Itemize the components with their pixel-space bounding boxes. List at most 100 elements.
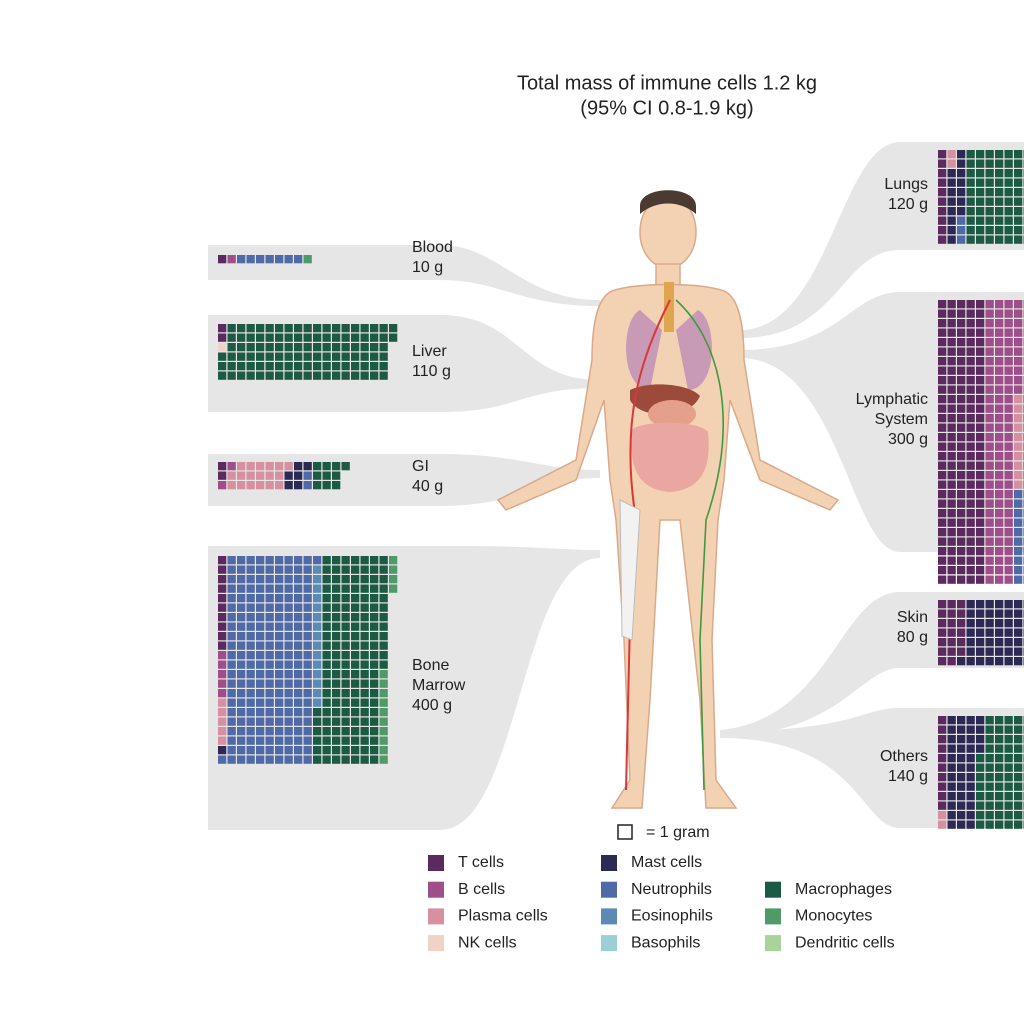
waffle-cell (322, 471, 331, 480)
waffle-cell (370, 362, 379, 371)
waffle-cell (237, 613, 246, 622)
waffle-cell (985, 657, 994, 666)
waffle-cell (237, 651, 246, 660)
waffle-cell (294, 613, 303, 622)
waffle-cell (1014, 338, 1023, 347)
waffle-cell (1004, 461, 1013, 470)
waffle-cell (379, 333, 388, 342)
waffle-cell (938, 566, 947, 575)
waffle-cell (370, 603, 379, 612)
waffle-cell (284, 641, 293, 650)
waffle-cell (976, 197, 985, 206)
waffle-cell (985, 537, 994, 546)
waffle-cell (341, 727, 350, 736)
waffle-cell (370, 755, 379, 764)
waffle-cell (957, 735, 966, 744)
waffle-cell (322, 371, 331, 380)
waffle-cell (1004, 480, 1013, 489)
waffle-cell (284, 717, 293, 726)
waffle-cell (985, 744, 994, 753)
waffle-cell (294, 324, 303, 333)
waffle-cell (938, 575, 947, 584)
legend-label: Neutrophils (631, 881, 712, 898)
waffle-cell (218, 603, 227, 612)
waffle-cell (332, 755, 341, 764)
waffle-cell (947, 609, 956, 618)
waffle-cell (265, 471, 274, 480)
waffle-cell (275, 471, 284, 480)
waffle-cell (1004, 150, 1013, 159)
waffle-cell (1004, 638, 1013, 647)
waffle-cell (246, 632, 255, 641)
waffle-cell (294, 746, 303, 755)
waffle-cell (1004, 159, 1013, 168)
waffle-cell (303, 575, 312, 584)
waffle-cell (218, 736, 227, 745)
waffle-cell (275, 727, 284, 736)
waffle-cell (938, 423, 947, 432)
waffle-cell (265, 651, 274, 660)
waffle-cell (332, 603, 341, 612)
waffle-cell (995, 169, 1004, 178)
waffle-cell (237, 717, 246, 726)
waffle-cell (294, 603, 303, 612)
waffle-cell (332, 660, 341, 669)
waffle-cell (957, 235, 966, 244)
waffle-cell (389, 575, 398, 584)
waffle-cell (976, 414, 985, 423)
waffle-cell (322, 556, 331, 565)
waffle-cell (379, 371, 388, 380)
waffle-cell (389, 556, 398, 565)
waffle-cell (341, 660, 350, 669)
waffle-cell (218, 613, 227, 622)
waffle-cell (938, 619, 947, 628)
waffle-cell (938, 600, 947, 609)
waffle-cell (947, 423, 956, 432)
waffle-cell (227, 622, 236, 631)
waffle-cell (938, 357, 947, 366)
waffle-cell (995, 414, 1004, 423)
waffle-cell (947, 376, 956, 385)
waffle-cell (265, 255, 274, 264)
waffle-cell (976, 452, 985, 461)
waffle-cell (1004, 509, 1013, 518)
waffle-cell (1004, 216, 1013, 225)
waffle-cell (284, 622, 293, 631)
waffle-cell (237, 755, 246, 764)
waffle-cell (976, 235, 985, 244)
waffle-cell (246, 708, 255, 717)
waffle-cell (227, 727, 236, 736)
organ-label: GI (412, 458, 429, 475)
waffle-cell (1004, 178, 1013, 187)
waffle-cell (976, 490, 985, 499)
waffle-cell (957, 404, 966, 413)
waffle-cell (938, 159, 947, 168)
waffle-cell (246, 755, 255, 764)
waffle-cell (947, 159, 956, 168)
waffle-cell (303, 481, 312, 490)
waffle-cell (303, 632, 312, 641)
waffle-cell (360, 333, 369, 342)
waffle-cell (1014, 159, 1023, 168)
waffle-cell (938, 509, 947, 518)
waffle-cell (1014, 395, 1023, 404)
waffle-cell (284, 462, 293, 471)
waffle-cell (957, 657, 966, 666)
waffle-cell (303, 324, 312, 333)
waffle-cell (265, 481, 274, 490)
waffle-cell (360, 362, 369, 371)
waffle-cell (360, 746, 369, 755)
waffle-cell (275, 255, 284, 264)
waffle-cell (275, 632, 284, 641)
waffle-cell (985, 499, 994, 508)
waffle-cell (938, 207, 947, 216)
waffle-cell (351, 632, 360, 641)
waffle-cell (966, 657, 975, 666)
waffle-cell (985, 150, 994, 159)
waffle-cell (985, 480, 994, 489)
waffle-cell (976, 528, 985, 537)
waffle-cell (1004, 207, 1013, 216)
waffle-cell (360, 670, 369, 679)
waffle-cell (957, 556, 966, 565)
organ-mass: 80 g (897, 629, 928, 646)
